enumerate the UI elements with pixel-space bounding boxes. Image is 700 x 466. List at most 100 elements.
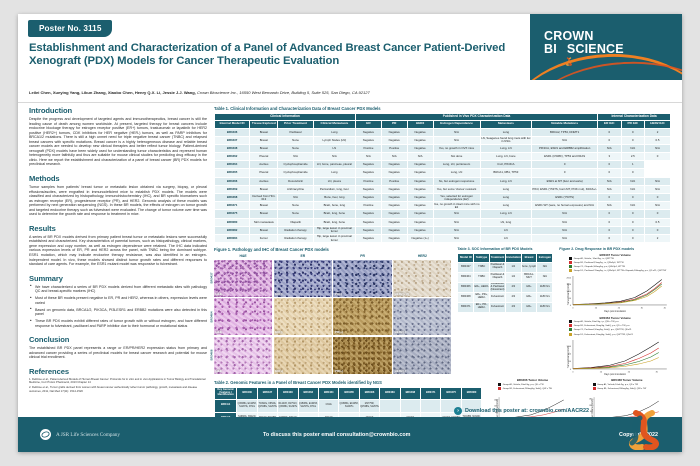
svg-text:1500: 1500 [494,399,498,401]
legend-entry: Group A1, Vehicle, 10mL/kg, i.v, QWTTW [569,257,671,261]
table-cell: N/A [531,135,599,145]
ihc-tile-label: PR(+) [334,330,343,335]
table-cell: 2 [644,233,671,244]
table-cell: 0 [597,217,622,227]
table-cell: Positive [355,201,382,211]
ihc-tile-label: PR(-) [334,291,343,296]
chart-br0464: BR0464 Tumor Volume Group A1, Vehicle,10… [559,316,671,376]
svg-text:500: 500 [495,412,498,414]
table-cell: 0 [620,209,646,219]
table-cell: 3 [597,152,622,162]
table-cell: 1/2 [504,271,522,283]
ihc-image: ER(-) [273,259,332,297]
table-cell: Lung [312,168,357,178]
table-cell: 0 [597,127,622,137]
table-cell: N/A [597,201,622,211]
table-cell: Not done [432,152,481,162]
footer-copyright: Copyright 2022 [619,431,658,438]
table1-body: BR0436 Breast Paclitaxel Lung Negative Negati… [213,127,671,244]
table-cell: TNBC [473,261,491,273]
table-header-row: Key Genomic Features / Identification BR… [213,386,483,400]
infinity-mark-icon [565,57,572,66]
table-cell: LN [479,233,533,244]
col-model: BR0436 [236,386,258,400]
table-cell: Ascites [249,176,279,186]
legend-entry: Group C1, Paclitaxel,10mg/kg, SubQ, p.o,… [569,328,671,332]
table-cell: 0 [620,168,646,178]
references-heading: References [29,366,69,376]
author-affiliation: Crown Bioscience Inc., 16550 West Bernar… [196,90,370,95]
svg-text:1200: 1200 [567,346,572,348]
table-cell: HR+ [520,301,538,313]
ihc-row-2: BR0464 H&E ER(-) PR(+) HER2(-) [210,298,452,336]
col-subtype: Subtype [473,252,491,263]
col-metastasis: Metastasis [479,119,533,129]
svg-text:30: 30 [656,371,659,373]
cell-model-id: BR0468 [213,192,251,203]
table-cell: 0 [644,192,671,203]
table-cell: N/A [620,176,646,186]
table-cell: bone, lymph [520,261,538,273]
ihc-tile-label: HER2(-) [394,330,406,335]
cell-model-id: BR0437 [213,135,251,145]
ihc-image: ER(-) [273,298,332,336]
table-cell: 0 [597,192,622,203]
chart-x-label: Days post inoculation [604,374,627,377]
chevron-right-icon: › [454,407,462,415]
col-corner: Key Genomic Features / Identification [213,386,238,400]
svg-text:10: 10 [595,308,598,310]
col-treatment: Treatment [489,252,506,263]
summary-bullet-list: We have characterized a series of BR PDX… [29,284,207,329]
table-cell: Q1538fs, E1345X, S1297fs, R71G [236,398,258,413]
jsr-logo-icon [40,429,51,440]
ihc-image: H&E [214,336,273,374]
download-poster-link[interactable]: › Download this poster at: crownbio.com/… [454,407,589,415]
table-cell: Positive [380,176,408,186]
list-item: These BR PDX models exhibit different ra… [30,319,207,328]
table-cell: Paclitaxel & Olaparib [489,261,506,273]
table-cell: 0 [620,225,646,235]
table-row: BR0438 Breast None LN Positive Positive Negati… [213,143,671,154]
table-cell: ESR1 at MT (liver and aorta) [531,176,599,186]
list-item: Based on genomic data, BRCA1/2, PIK3CA, … [30,307,207,317]
table-cell: Radiation therapy [277,225,314,235]
cell-model-id: BR0466 [457,281,475,293]
ihc-col-her2: HER2 [417,253,427,258]
table-cell: BRCA1, RB1, TP53 [479,168,533,178]
cell-model-id: BR0438 [213,143,251,154]
chart-title: BR0468 Tumor Volume [611,378,643,383]
table-cell: Breast [249,143,279,154]
table-cell: Negative [355,225,382,235]
table-cell: Lung, LN [432,168,481,178]
chart-title: BR0437 Tumor Volume [599,252,631,257]
table1-caption: Table 1. Clinical Information and Charac… [214,106,381,111]
table3-block: Table 3. SOC Information of BR PDX Model… [457,247,554,376]
ihc-image: H&E [214,298,273,336]
table-cell: Negative [380,209,408,219]
ihc-col-he: H&E [239,253,247,258]
table-cell: Negative [355,168,382,178]
table-cell: Negative [380,135,408,145]
col-model: BR0438 [277,386,299,400]
table-cell: N/A [277,152,314,162]
table-cell: Brain, lung, bone [312,217,357,227]
references-list: 1. DeRose et al., Patient-derived Models… [29,378,207,394]
table-cell: 0 [597,135,622,145]
legend-entry: Group C1, Olaparib,100mg/kg, p.o, QWx3p1… [569,265,671,269]
table-cell: ESR1 (C538F), TP53 and KRAS [531,152,599,162]
table-cell: Cyclophosphamide [277,160,314,170]
table-cell: N/A [432,127,481,137]
table-row: BR0464 Ascites Cyclophosphamide LN, bone, p… [213,160,671,170]
poster-title: Establishment and Characterization of a … [29,42,506,67]
table-cell: Negative [406,143,434,154]
ihc-tile-label: ER(+) [275,368,284,373]
table-row: BR0471 Breast None Brain, bone, lung Positiv… [213,201,671,211]
table-cell: Breast [249,184,279,195]
table-cell: N/A [432,217,481,227]
ihc-row-label: BR0437 [209,272,214,284]
svg-text:1000: 1000 [567,291,572,293]
ihc-tile-label: H&E [215,368,222,373]
table-cell: N/A [406,152,434,162]
table-row: BR0436 Breast Paclitaxel Lung Negative Negati… [213,127,671,137]
table-cell: ER+, PR-, HER2- [473,301,491,313]
